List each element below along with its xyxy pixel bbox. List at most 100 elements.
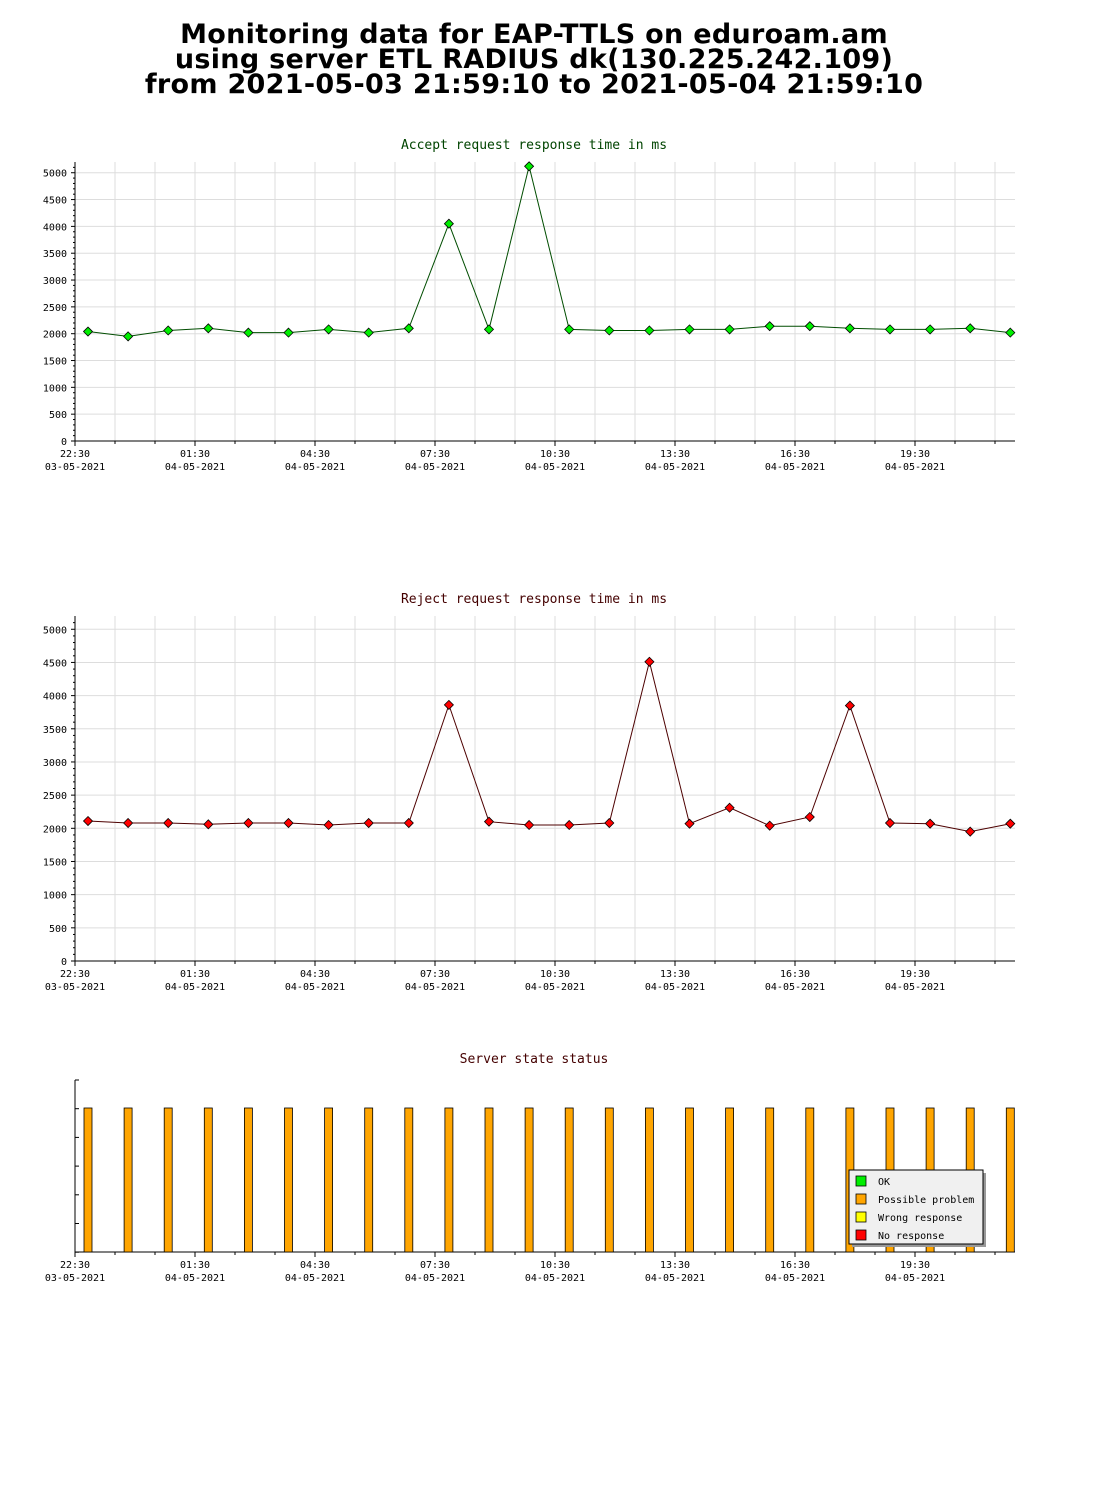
- reject-data-point: [243, 817, 254, 829]
- status-bar: [524, 1107, 534, 1253]
- reject-y-tick-label: 3500: [43, 725, 67, 736]
- accept-x-tick-date: 04-05-2021: [405, 462, 465, 473]
- reject-data-point: [604, 817, 615, 829]
- reject-y-tick-label: 500: [49, 924, 67, 935]
- status-x-tick-date: 04-05-2021: [885, 1273, 945, 1284]
- reject-data-point: [323, 819, 334, 831]
- reject-y-tick-label: 0: [61, 957, 67, 968]
- title-line-1: Monitoring data for EAP-TTLS on eduroam.…: [180, 19, 888, 50]
- status-x-tick-date: 04-05-2021: [525, 1273, 585, 1284]
- accept-data-point: [564, 324, 575, 335]
- reject-x-tick-date: 04-05-2021: [405, 982, 465, 993]
- status-bar: [765, 1107, 775, 1253]
- accept-series-line: [87, 166, 1011, 337]
- reject-x-tick-time: 07:30: [420, 969, 450, 980]
- status-bar: [324, 1107, 334, 1253]
- accept-data-point: [724, 324, 735, 335]
- status-x-tick-time: 19:30: [900, 1260, 930, 1271]
- reject-y-tick-label: 4000: [43, 692, 67, 703]
- reject-x-tick-time: 19:30: [900, 969, 930, 980]
- reject-x-tick-time: 10:30: [540, 969, 570, 980]
- title-line-2: using server ETL RADIUS dk(130.225.242.1…: [174, 44, 894, 75]
- accept-x-tick-date: 04-05-2021: [285, 462, 345, 473]
- status-bar: [163, 1107, 173, 1253]
- status-bar: [604, 1107, 614, 1253]
- reject-data-point: [844, 700, 855, 711]
- accept-y-tick-label: 5000: [43, 169, 67, 180]
- accept-data-point: [203, 323, 214, 334]
- accept-x-tick-time: 19:30: [900, 449, 930, 460]
- accept-x-tick-time: 04:30: [300, 449, 330, 460]
- accept-data-point: [764, 321, 775, 332]
- status-x-tick-time: 13:30: [660, 1260, 690, 1271]
- accept-y-tick-label: 4500: [43, 196, 67, 207]
- status-bar: [685, 1107, 694, 1253]
- accept-x-tick-date: 04-05-2021: [165, 462, 225, 473]
- accept-y-tick-label: 2000: [43, 330, 67, 341]
- legend-label: Possible problem: [878, 1195, 974, 1206]
- legend-label: No response: [878, 1231, 944, 1242]
- status-bar: [243, 1107, 253, 1253]
- accept-data-point: [884, 324, 896, 335]
- accept-chart-title: Accept request response time in ms: [401, 138, 667, 153]
- reject-data-point: [163, 817, 174, 829]
- status-bar: [284, 1107, 293, 1253]
- accept-data-point: [443, 218, 454, 229]
- reject-x-tick-date: 04-05-2021: [885, 982, 945, 993]
- accept-y-tick-label: 1000: [43, 383, 67, 394]
- accept-y-tick-label: 1500: [43, 357, 67, 368]
- accept-data-point: [1005, 327, 1016, 338]
- status-x-tick-time: 10:30: [540, 1260, 570, 1271]
- reject-data-point: [965, 826, 976, 837]
- status-bar: [364, 1107, 374, 1253]
- status-bar: [444, 1107, 454, 1253]
- reject-data-point: [804, 811, 815, 823]
- accept-x-tick-date: 04-05-2021: [885, 462, 945, 473]
- accept-x-tick-time: 07:30: [420, 449, 450, 460]
- accept-data-point: [604, 325, 615, 336]
- reject-data-point: [684, 818, 695, 829]
- main-title: Monitoring data for EAP-TTLS on eduroam.…: [0, 19, 1068, 98]
- accept-x-tick-time: 10:30: [540, 449, 570, 460]
- status-bar: [123, 1107, 133, 1253]
- status-bar: [564, 1107, 574, 1253]
- reject-y-tick-label: 1000: [43, 891, 67, 902]
- status-bar: [484, 1107, 494, 1253]
- reject-x-tick-time: 13:30: [660, 969, 690, 980]
- reject-data-point: [283, 817, 294, 829]
- status-x-tick-time: 01:30: [180, 1260, 210, 1271]
- accept-x-tick-date: 04-05-2021: [765, 462, 825, 473]
- reject-data-point: [363, 817, 374, 829]
- status-bar: [203, 1107, 213, 1253]
- accept-y-tick-label: 4000: [43, 222, 67, 233]
- accept-y-tick-label: 3000: [43, 276, 67, 287]
- accept-data-point: [804, 321, 815, 332]
- reject-x-tick-date: 04-05-2021: [765, 982, 825, 993]
- accept-data-point: [283, 327, 294, 338]
- accept-data-point: [965, 323, 976, 334]
- reject-data-point: [443, 699, 454, 710]
- legend-swatch: [855, 1229, 867, 1241]
- status-x-tick-date: 04-05-2021: [285, 1273, 345, 1284]
- reject-data-point: [1005, 818, 1016, 829]
- status-bar: [1005, 1107, 1015, 1253]
- legend-swatch: [855, 1193, 867, 1205]
- accept-data-point: [403, 323, 414, 334]
- accept-x-tick-date: 04-05-2021: [525, 462, 585, 473]
- status-bar: [725, 1107, 734, 1253]
- reject-x-tick-date: 03-05-2021: [45, 982, 105, 993]
- legend-label: Wrong response: [878, 1213, 962, 1224]
- reject-data-point: [884, 817, 896, 829]
- accept-x-tick-date: 04-05-2021: [645, 462, 705, 473]
- legend-swatch: [855, 1175, 867, 1187]
- accept-response-chart: Accept request response time in ms 0 500 10…: [43, 138, 1016, 473]
- status-x-tick-time: 07:30: [420, 1260, 450, 1271]
- status-bar: [404, 1107, 414, 1253]
- reject-series-line: [87, 661, 1011, 833]
- status-x-tick-time: 04:30: [300, 1260, 330, 1271]
- reject-x-tick-time: 01:30: [180, 969, 210, 980]
- accept-data-point: [844, 323, 855, 334]
- reject-x-tick-date: 04-05-2021: [165, 982, 225, 993]
- legend-swatch: [855, 1211, 867, 1223]
- status-bar: [645, 1107, 654, 1253]
